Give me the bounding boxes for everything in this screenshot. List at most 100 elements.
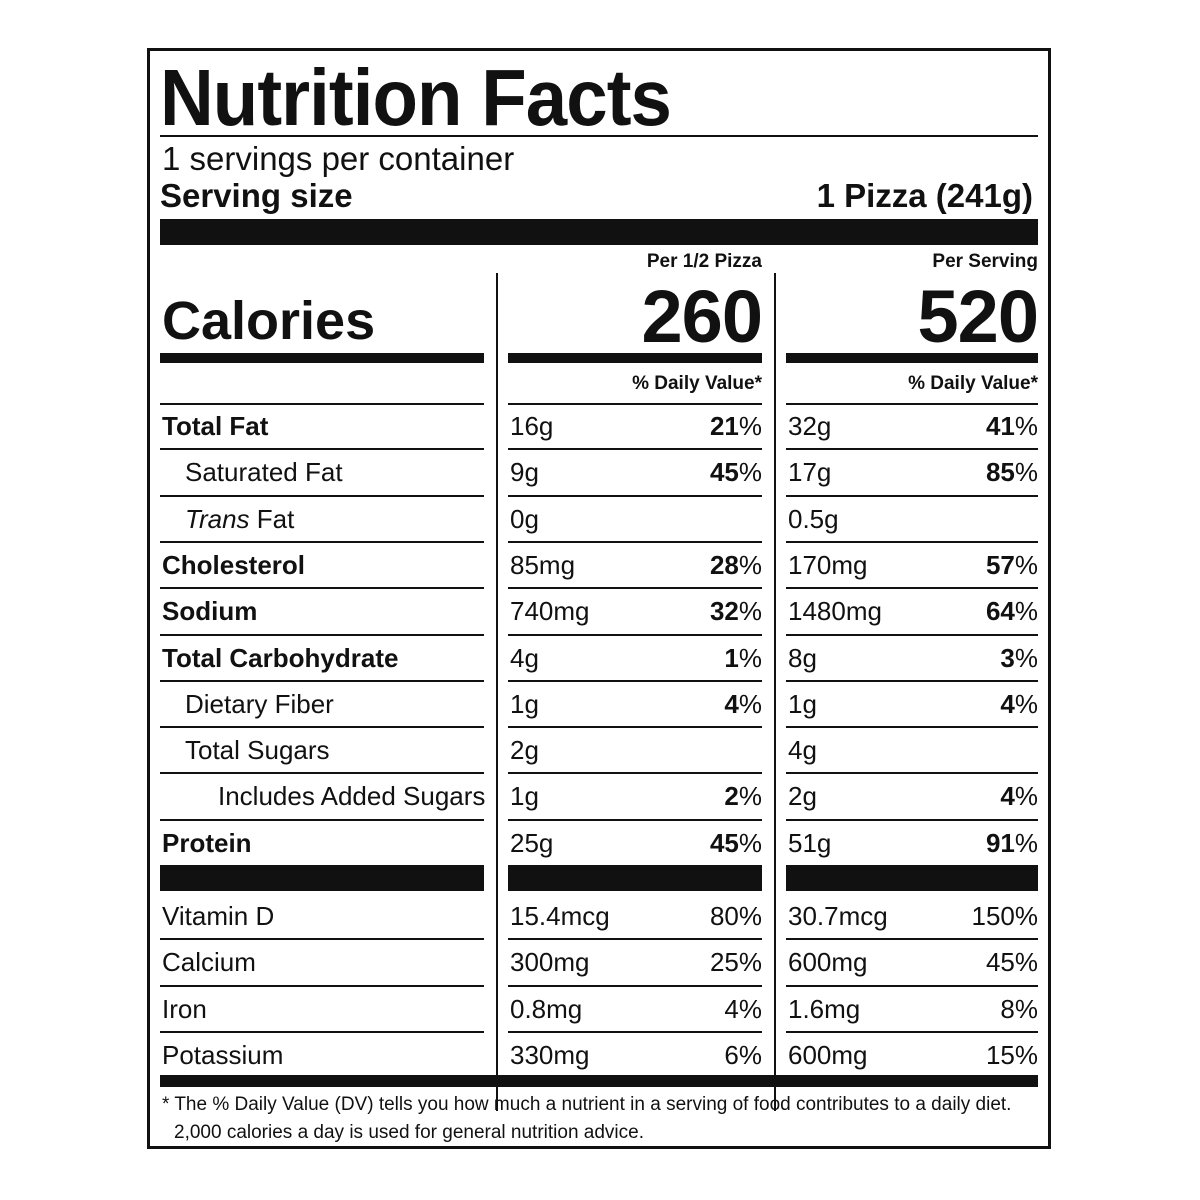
percent-serving: 3% [1000, 641, 1038, 675]
nutrient-name: Trans Fat [185, 502, 294, 536]
row-rule [508, 726, 762, 729]
amount-half: 25g [510, 827, 554, 858]
percent-value: 41 [985, 411, 1015, 441]
amount-serving: 0.5g [788, 503, 839, 534]
daily-value-header-serving: % Daily Value* [908, 373, 1038, 394]
amount-serving: 4g [788, 735, 817, 766]
calories-bar-2 [508, 353, 762, 363]
percent-value: 45 [709, 457, 739, 488]
servings-per-container: 1 servings per container [162, 140, 515, 177]
row-rule [160, 403, 484, 405]
percent-sign: % [738, 411, 762, 441]
row-rule [160, 633, 484, 636]
nutrient-name: Includes Added Sugars [218, 781, 486, 812]
percent-half: 21% [710, 409, 762, 443]
daily-value-header-half: % Daily Value* [632, 373, 762, 394]
vitamin-percent-serving: 8% [1000, 993, 1038, 1024]
row-rule [508, 772, 762, 775]
percent-half: 45% [710, 826, 762, 860]
percent-half: 1% [724, 641, 762, 675]
row-rule [786, 984, 1038, 987]
percent-value: 45 [709, 827, 739, 858]
amount-half: 9g [510, 457, 539, 488]
calories-value-half: 260 [641, 275, 763, 358]
percent-half: 32% [710, 594, 762, 628]
amount-serving: 2g [788, 781, 817, 812]
percent-sign: % [1014, 457, 1038, 488]
nutrient-row: Protein 25g 51g 45% 91% [150, 820, 1048, 866]
vitamin-percent-half: 80% [709, 901, 762, 931]
row-rule [508, 540, 762, 543]
vitamin-percent-serving: 45% [985, 947, 1038, 978]
vitamin-name: Potassium [162, 1039, 284, 1070]
vitamin-bar-2 [508, 865, 762, 891]
row-rule [508, 938, 762, 941]
row-rule [786, 938, 1038, 941]
vitamin-percent-half: 4% [724, 993, 762, 1024]
vitamin-row: Calcium 300mg 25% 600mg 45% [150, 939, 1048, 985]
nutrient-row: Total Fat 16g 32g 21% 41% [150, 403, 1048, 449]
column-header-half: Per 1/2 Pizza [646, 251, 762, 272]
percent-value: 57 [985, 549, 1015, 580]
percent-half: 45% [710, 455, 762, 489]
nutrient-row: Saturated Fat 9g 17g 45% 85% [150, 449, 1048, 495]
percent-sign: % [1014, 642, 1038, 673]
row-rule [786, 679, 1038, 682]
serving-size-value: 1 Pizza (241g) [816, 177, 1033, 214]
calories-value-serving: 520 [917, 275, 1039, 358]
row-rule [160, 984, 484, 987]
footnote: * The % Daily Value (DV) tells you how m… [162, 1091, 1042, 1147]
percent-serving: 85% [986, 455, 1038, 489]
percent-value: 2 [724, 781, 739, 812]
amount-half: 4g [510, 642, 539, 673]
amount-half: 1g [510, 781, 539, 812]
vitamin-percent-half: 6% [724, 1039, 762, 1070]
percent-sign: % [738, 781, 762, 812]
percent-sign: % [738, 549, 762, 580]
percent-sign: % [1014, 549, 1038, 580]
row-rule [786, 818, 1038, 821]
percent-sign: % [1014, 827, 1038, 858]
column-divider-1 [496, 273, 498, 1111]
vitamin-name: Calcium [162, 947, 256, 978]
percent-serving: 4% [1000, 779, 1038, 813]
percent-value: 85 [985, 457, 1015, 488]
row-rule [508, 403, 762, 405]
vitamin-row: Vitamin D 15.4mcg 80% 30.7mcg 150% [150, 893, 1048, 939]
percent-half: 2% [724, 779, 762, 813]
vitamin-amount-serving: 600mg [788, 947, 868, 978]
column-header-serving: Per Serving [932, 251, 1038, 272]
nutrient-name: Sodium [162, 596, 258, 627]
amount-serving: 32g [788, 411, 832, 441]
row-rule [160, 679, 484, 682]
percent-half: 28% [710, 548, 762, 582]
thick-bar-top [160, 219, 1038, 245]
title-rule [160, 135, 1038, 137]
row-rule [508, 818, 762, 821]
vitamin-amount-half: 15.4mcg [510, 901, 610, 931]
percent-value: 64 [985, 596, 1015, 627]
vitamin-amount-serving: 600mg [788, 1039, 868, 1070]
nutrient-row: Total Carbohydrate 4g 8g 1% 3% [150, 635, 1048, 681]
percent-value: 3 [1000, 642, 1015, 673]
row-rule [786, 1030, 1038, 1033]
vitamin-amount-serving: 1.6mg [788, 993, 861, 1024]
row-rule [160, 587, 484, 590]
percent-sign: % [738, 596, 762, 627]
row-rule [160, 1030, 484, 1033]
amount-serving: 1g [788, 688, 817, 719]
vitamin-bar-3 [786, 865, 1038, 891]
amount-serving: 8g [788, 642, 817, 673]
percent-value: 32 [709, 596, 739, 627]
amount-half: 740mg [510, 596, 590, 627]
row-rule [508, 587, 762, 590]
nutrient-name-rest: Fat [249, 503, 295, 534]
row-rule [508, 679, 762, 682]
vitamin-name: Iron [162, 993, 207, 1024]
percent-value: 4 [1000, 688, 1015, 719]
amount-half: 85mg [510, 549, 576, 580]
percent-sign: % [738, 642, 762, 673]
row-rule [508, 1030, 762, 1033]
row-rule [786, 726, 1038, 729]
nutrient-row: Cholesterol 85mg 170mg 28% 57% [150, 542, 1048, 588]
